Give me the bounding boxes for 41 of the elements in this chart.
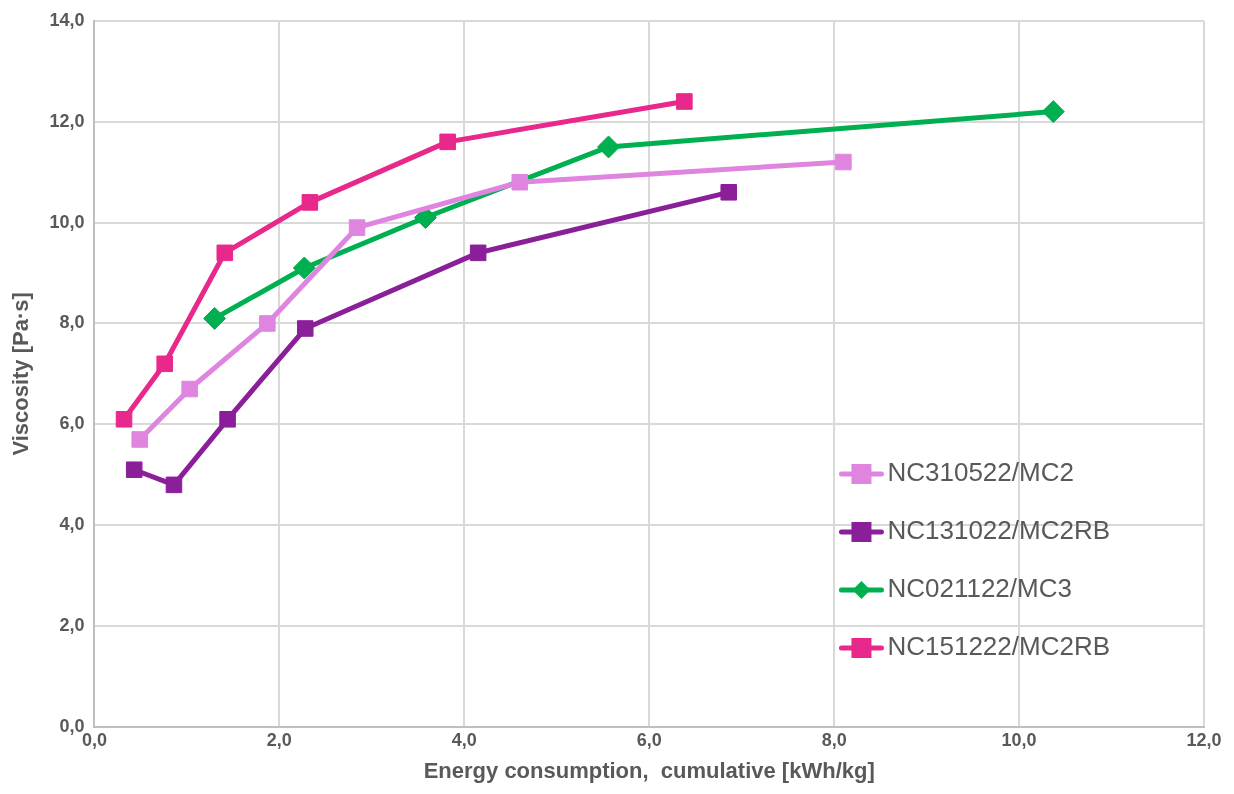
y-tick-label: 2,0 xyxy=(59,615,85,636)
point xyxy=(676,93,693,110)
point xyxy=(219,411,236,428)
legend-label: NC021122/MC3 xyxy=(887,573,1072,604)
point xyxy=(597,135,621,159)
point xyxy=(469,244,487,262)
point xyxy=(720,184,738,201)
point xyxy=(125,461,143,479)
point xyxy=(203,306,227,330)
y-axis-title: Viscosity [Pa·s] xyxy=(8,292,34,456)
legend-label: NC131022/MC2RB xyxy=(887,515,1111,546)
x-tick-label: 12,0 xyxy=(1186,729,1222,750)
point xyxy=(156,355,173,373)
point xyxy=(1041,100,1065,124)
y-tick-label: 14,0 xyxy=(49,9,85,30)
legend-label: NC151222/MC2RB xyxy=(887,631,1111,662)
x-tick-label: 6,0 xyxy=(636,729,662,750)
y-tick-label: 8,0 xyxy=(59,312,85,333)
point xyxy=(511,173,529,191)
x-axis-title: Energy consumption, cumulative [kWh/kg] xyxy=(423,757,875,783)
y-tick-label: 12,0 xyxy=(49,110,85,131)
x-tick-label: 2,0 xyxy=(266,729,292,750)
point xyxy=(115,411,133,428)
point xyxy=(259,315,276,332)
y-tick-label: 6,0 xyxy=(59,413,85,434)
x-tick-label: 4,0 xyxy=(451,729,477,750)
point xyxy=(348,219,366,236)
point xyxy=(296,320,314,337)
point xyxy=(216,244,234,262)
y-tick-label: 10,0 xyxy=(49,211,85,232)
point xyxy=(165,476,183,494)
point xyxy=(181,380,198,398)
point xyxy=(301,194,319,211)
point xyxy=(439,133,456,151)
y-tick-label: 4,0 xyxy=(59,514,85,535)
point xyxy=(292,256,316,280)
legend-label: NC310522/MC2 xyxy=(887,457,1074,488)
x-tick-label: 10,0 xyxy=(1001,729,1037,750)
x-tick-label: 8,0 xyxy=(821,729,847,750)
point xyxy=(835,153,852,171)
point xyxy=(131,431,149,448)
